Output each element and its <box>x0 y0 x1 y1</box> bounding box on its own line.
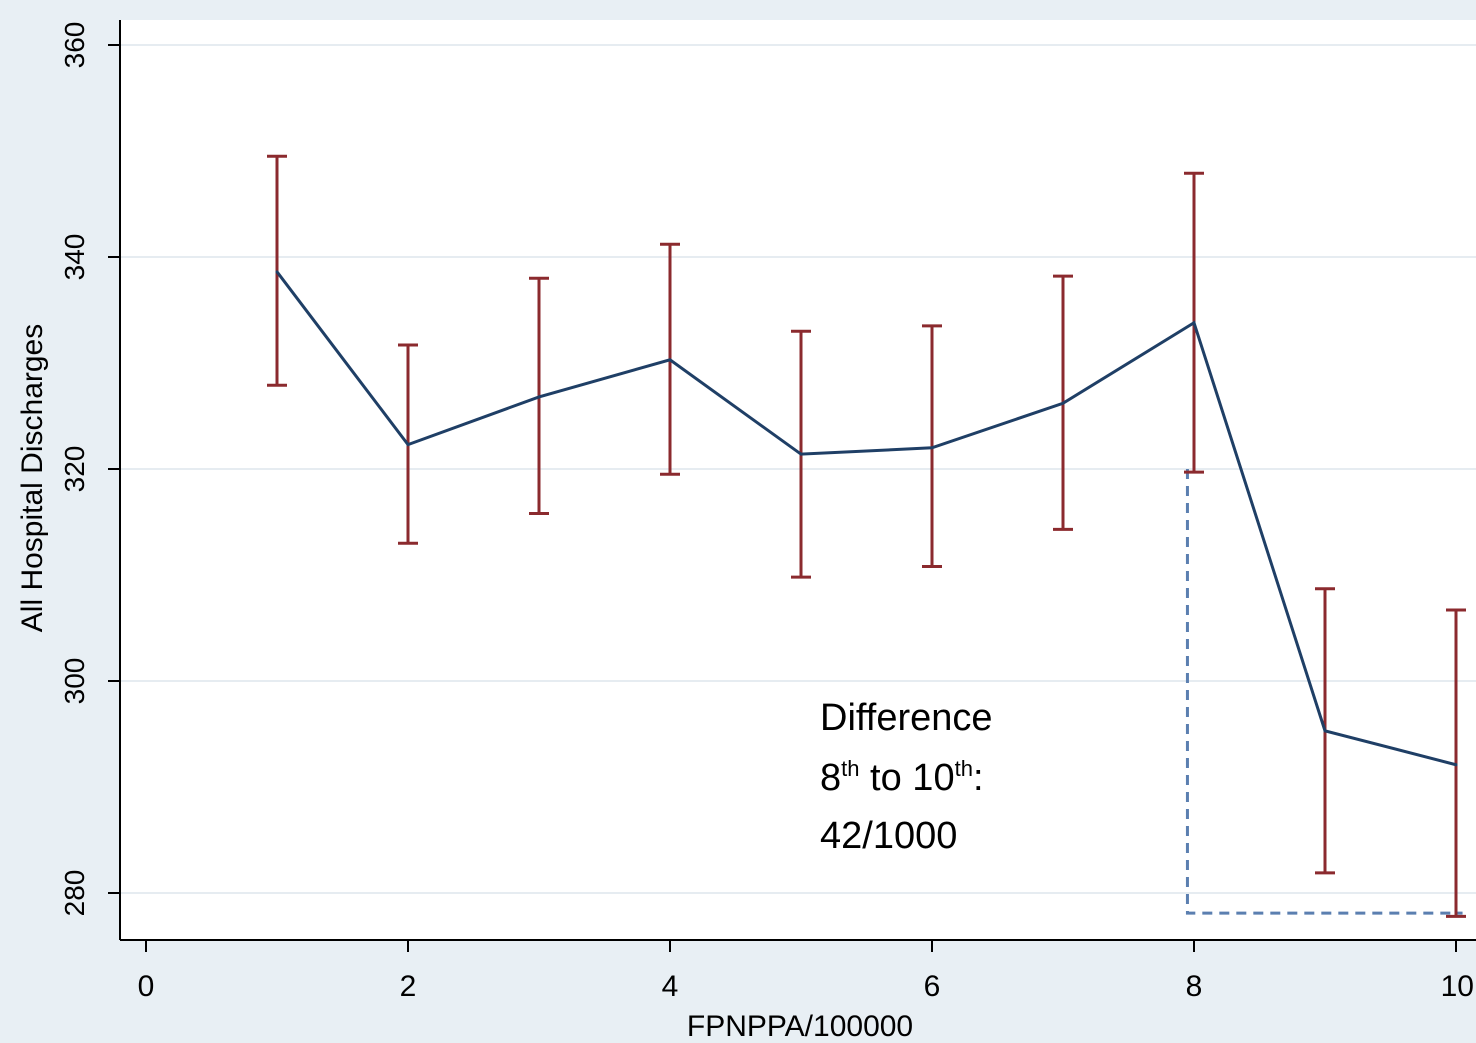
plot-area <box>120 20 1476 940</box>
data-point <box>537 395 541 399</box>
y-tick-label: 300 <box>59 658 90 705</box>
y-tick-label: 360 <box>59 22 90 69</box>
annotation-mid: to 10 <box>860 757 955 799</box>
annotation-end: : <box>973 757 984 799</box>
difference-box <box>1185 469 1463 915</box>
series-polyline <box>275 270 1457 767</box>
annotation-line1: Difference <box>820 697 993 739</box>
axes-layer: 280 300 320 340 360 0 2 4 6 8 10 <box>59 20 1476 1003</box>
series-line <box>275 270 1458 767</box>
data-point <box>668 358 672 362</box>
difference-annotation: Difference 8th to 10th: 42/1000 <box>820 697 993 857</box>
data-point <box>1061 401 1065 405</box>
annotation-line2: 8th to 10th: <box>820 756 984 799</box>
x-tick-label: 2 <box>400 970 417 1003</box>
data-point <box>930 446 934 450</box>
y-axis-label: All Hospital Discharges <box>16 324 49 632</box>
data-point <box>1192 321 1196 325</box>
data-point <box>1454 763 1458 767</box>
annotation-num1: 8 <box>820 757 841 799</box>
grid-layer <box>120 44 1476 894</box>
y-tick-label: 320 <box>59 446 90 493</box>
x-tick-label: 6 <box>924 970 941 1003</box>
annotation-sup1: th <box>841 756 859 781</box>
annotation-sup2: th <box>955 756 973 781</box>
data-point <box>1323 729 1327 733</box>
data-point <box>275 270 279 274</box>
y-tick-label: 280 <box>59 870 90 917</box>
x-tick-label: 0 <box>138 970 155 1003</box>
difference-box-outline <box>1185 469 1463 915</box>
x-axis-label: FPNPPA/100000 <box>687 1010 913 1038</box>
x-tick-label: 4 <box>662 970 679 1003</box>
y-tick-label: 340 <box>59 234 90 281</box>
x-tick-label: 10 <box>1441 970 1474 1003</box>
x-tick-label: 8 <box>1186 970 1203 1003</box>
annotation-line3: 42/1000 <box>820 815 957 857</box>
data-point <box>406 443 410 447</box>
data-point <box>799 452 803 456</box>
